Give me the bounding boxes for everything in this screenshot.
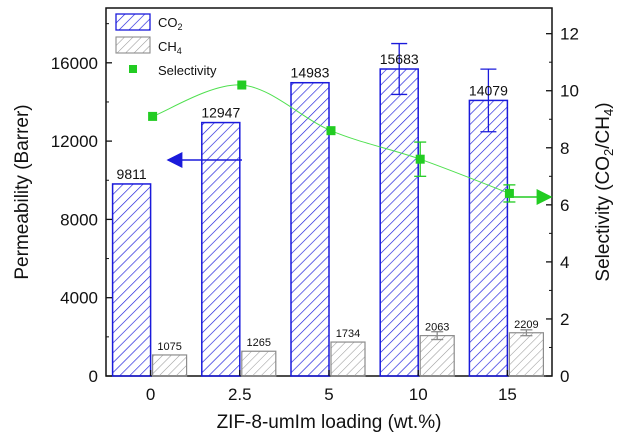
y-right-tick-label: 8 (560, 139, 569, 158)
y-right-tick-label: 4 (560, 253, 569, 272)
ch4-data-label: 2209 (514, 319, 538, 331)
ch4-bar (330, 341, 366, 377)
ch4-bar (152, 354, 188, 377)
co2-data-label: 9811 (117, 166, 147, 182)
y-right-tick-label: 2 (560, 310, 569, 329)
ch4-data-label: 2063 (425, 322, 449, 334)
legend-swatch-co2 (115, 13, 151, 31)
y-left-tick-label: 0 (89, 367, 98, 386)
y-right-tick-label: 0 (560, 367, 569, 386)
y-left-tick-label: 8000 (60, 210, 98, 229)
ch4-bar (241, 350, 277, 377)
y-left-tick-label: 12000 (51, 132, 98, 151)
co2-data-label: 15683 (380, 51, 419, 67)
ch4-bars (152, 332, 544, 377)
co2-bars (111, 68, 509, 377)
x-axis-title: ZIF-8-umIm loading (wt.%) (217, 412, 442, 433)
y-axis-right-title: Selectivity (CO2/CH4) (593, 102, 616, 281)
y-right-tick-label: 10 (560, 82, 579, 101)
ch4-data-label: 1075 (157, 341, 181, 353)
co2-bar (290, 81, 330, 377)
selectivity-point (326, 126, 336, 136)
axes: 0 4000 8000 12000 16000 0 2 4 6 8 10 12 0 2.5 5 10 15 (51, 23, 579, 404)
legend: CO2 CH4 Selectivity (115, 13, 217, 78)
legend-label: Selectivity (158, 63, 217, 78)
co2-bar (111, 183, 152, 377)
x-tick-label: 15 (498, 385, 517, 404)
co2-bar (201, 121, 241, 377)
x-tick-label: 2.5 (228, 385, 252, 404)
selectivity-point (148, 111, 158, 121)
co2-bar (379, 68, 419, 377)
selectivity-point (415, 154, 425, 164)
x-tick-label: 10 (409, 385, 428, 404)
error-bars (391, 42, 533, 341)
co2-data-label: 12947 (201, 105, 240, 121)
axis-arrows (166, 152, 553, 205)
x-tick-label: 0 (146, 385, 155, 404)
ch4-bar (508, 332, 544, 377)
co2-data-label: 14079 (469, 82, 508, 98)
y-right-tick-label: 12 (560, 25, 579, 44)
y-right-tick-label: 6 (560, 196, 569, 215)
ch4-data-label: 1265 (247, 337, 271, 349)
legend-marker-selectivity (129, 65, 137, 73)
selectivity-point (504, 188, 514, 198)
legend-label: CH4 (158, 39, 182, 56)
y-left-tick-label: 4000 (60, 289, 98, 308)
selectivity-points (148, 80, 514, 198)
co2-bar (468, 99, 509, 377)
selectivity-point (237, 80, 247, 90)
y-axis-left-title: Permeability (Barrer) (12, 104, 33, 279)
x-tick-label: 5 (324, 385, 333, 404)
ch4-bar (419, 335, 455, 377)
ch4-data-label: 1734 (336, 328, 360, 340)
legend-label: CO2 (158, 15, 183, 32)
y-left-tick-label: 16000 (51, 54, 98, 73)
data-labels: 9811 1075 12947 1265 14983 1734 15683 2063 14079… (117, 51, 539, 353)
co2-data-label: 14983 (291, 65, 330, 81)
legend-swatch-ch4 (115, 36, 151, 54)
